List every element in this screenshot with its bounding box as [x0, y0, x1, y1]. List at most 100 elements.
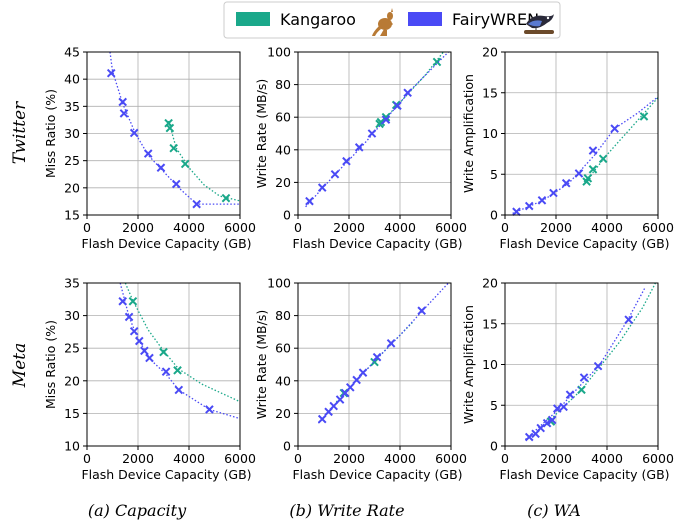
data-point-fairywren: [547, 415, 557, 425]
y-axis-label: Write Amplification: [461, 305, 476, 424]
x-tick-label: 0: [83, 220, 91, 235]
data-point-fairywren: [106, 68, 116, 78]
data-point-fairywren: [342, 156, 351, 166]
data-point-kangaroo: [598, 154, 608, 164]
data-point-fairywren: [593, 361, 603, 371]
data-point-fairywren: [305, 196, 314, 206]
panel-meta-wa: 0 2000 4000 6000 0 5 10 15 20 Flash Device Capaci…: [461, 276, 674, 483]
data-point-fairywren: [205, 405, 214, 414]
y-tick-label: 40: [64, 72, 80, 87]
data-point-fairywren: [129, 326, 139, 336]
y-tick-label: 20: [64, 373, 80, 388]
trend-line-kangaroo: [583, 97, 658, 185]
data-point-fairywren: [393, 101, 402, 111]
data-point-kangaroo: [370, 357, 379, 367]
data-point-kangaroo: [169, 143, 179, 153]
y-tick-label: 100: [267, 45, 291, 60]
x-axis-label: Flash Device Capacity (GB): [499, 467, 669, 482]
y-axis-label: Write Rate (MB/s): [254, 79, 269, 188]
y-axis-label: Miss Ratio (%): [43, 89, 58, 178]
legend-label-fairywren: FairyWREN: [452, 10, 539, 29]
y-tick-label: 40: [275, 142, 291, 157]
y-tick-label: 15: [64, 208, 80, 223]
y-tick-label: 20: [482, 276, 498, 291]
x-axis-label: Flash Device Capacity (GB): [292, 467, 462, 482]
trend-line-fairywren: [512, 96, 658, 214]
y-axis-label: Write Amplification: [461, 74, 476, 193]
kangaroo-icon: [372, 8, 393, 36]
data-point-kangaroo: [165, 123, 175, 133]
data-point-fairywren: [372, 352, 382, 362]
x-tick-label: 4000: [384, 451, 416, 466]
panel-twitter-capacity: 0 2000 4000 6000 15 20 25 30 35 40 45 Flash Device …: [43, 45, 256, 252]
data-point-fairywren: [171, 179, 181, 189]
x-tick-label: 4000: [591, 220, 623, 235]
y-tick-label: 0: [490, 439, 498, 454]
x-tick-label: 0: [501, 451, 509, 466]
x-axis-label: Flash Device Capacity (GB): [499, 236, 669, 251]
y-tick-label: 20: [482, 45, 498, 60]
data-point-fairywren: [345, 383, 355, 392]
plot-frame: [297, 282, 452, 447]
data-point-fairywren: [140, 346, 149, 356]
trend-line-fairywren: [109, 52, 240, 205]
y-tick-label: 5: [490, 398, 498, 413]
caption-wa: (c) WA: [527, 501, 581, 520]
legend-swatch-kangaroo: [236, 12, 270, 26]
x-axis-label: Flash Device Capacity (GB): [81, 236, 251, 251]
data-point-fairywren: [610, 124, 619, 133]
x-tick-label: 0: [294, 451, 302, 466]
plot-frame: [86, 282, 241, 447]
x-tick-label: 6000: [435, 220, 467, 235]
data-point-kangaroo: [180, 159, 190, 169]
y-tick-label: 15: [482, 85, 498, 100]
legend: Kangaroo FairyWREN: [223, 1, 561, 39]
bird-icon: [524, 14, 554, 34]
y-tick-label: 25: [64, 153, 80, 168]
data-point-fairywren: [588, 146, 598, 155]
data-point-fairywren: [524, 432, 534, 442]
caption-capacity: (a) Capacity: [88, 501, 187, 520]
y-tick-label: 30: [64, 308, 80, 323]
x-tick-label: 2000: [540, 220, 572, 235]
data-point-fairywren: [145, 353, 154, 363]
data-point-kangaroo: [381, 112, 391, 122]
data-point-fairywren: [386, 339, 396, 348]
panel-twitter-write-rate: 0 2000 4000 6000 0 20 40 60 80 100 Flash Device Ca…: [254, 45, 467, 252]
y-tick-label: 15: [64, 406, 80, 421]
y-tick-label: 20: [64, 180, 80, 195]
row-label-meta: Meta: [10, 343, 30, 388]
data-point-fairywren: [624, 315, 633, 324]
data-point-fairywren: [134, 336, 144, 346]
x-tick-label: 2000: [540, 451, 572, 466]
y-tick-label: 15: [482, 316, 498, 331]
y-tick-label: 100: [267, 276, 291, 291]
data-point-fairywren: [156, 163, 166, 173]
panel-twitter-wa: 0 2000 4000 6000 0 5 10 15 20 Flash Device Capaci…: [461, 45, 674, 252]
data-point-kangaroo: [221, 193, 231, 203]
y-tick-label: 0: [283, 439, 291, 454]
x-tick-label: 6000: [224, 220, 256, 235]
y-axis-label: Miss Ratio (%): [43, 320, 58, 409]
data-point-fairywren: [565, 390, 575, 399]
data-point-fairywren: [537, 196, 547, 205]
panel-meta-write-rate: 0 2000 4000 6000 0 20 40 60 80 100 Flash Device Ca…: [254, 276, 467, 483]
data-point-fairywren: [542, 418, 552, 428]
y-tick-label: 35: [64, 276, 80, 291]
y-tick-label: 80: [275, 308, 291, 323]
data-point-fairywren: [124, 312, 134, 322]
x-tick-label: 4000: [384, 220, 416, 235]
data-point-fairywren: [367, 129, 377, 138]
y-tick-label: 35: [64, 99, 80, 114]
data-point-fairywren: [559, 402, 568, 412]
data-point-fairywren: [403, 88, 412, 98]
data-point-fairywren: [524, 201, 534, 211]
data-point-fairywren: [549, 188, 558, 198]
trend-line-fairywren: [317, 283, 449, 424]
trend-line-kangaroo: [124, 283, 240, 403]
y-tick-label: 40: [275, 373, 291, 388]
x-tick-label: 6000: [642, 220, 674, 235]
legend-swatch-fairywren: [408, 12, 442, 26]
x-tick-label: 0: [294, 220, 302, 235]
